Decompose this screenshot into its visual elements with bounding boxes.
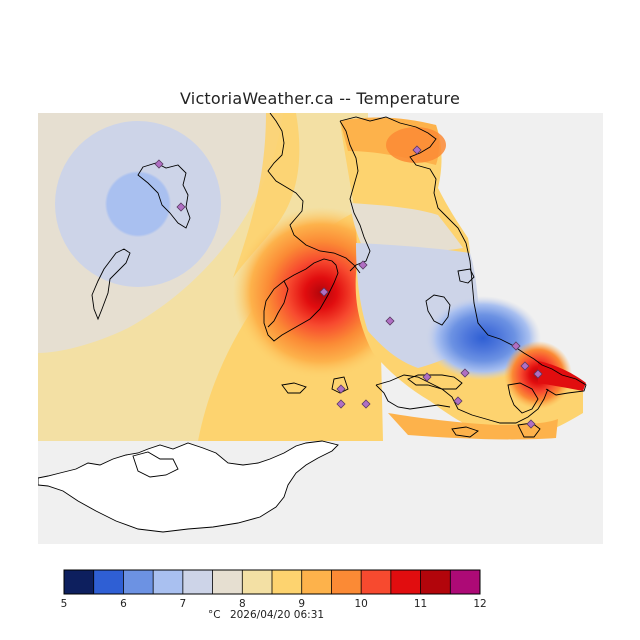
station-marker[interactable] [460,368,470,378]
station-marker[interactable] [385,316,395,326]
colorbar-tick-label: 5 [61,598,68,610]
colorbar-swatch [123,570,154,594]
weather-stations [154,145,543,429]
station-marker[interactable] [336,399,346,409]
colorbar-swatch [331,570,362,594]
station-marker[interactable] [336,384,346,394]
colorbar-swatch [301,570,332,594]
colorbar-tick-label: 9 [298,598,305,610]
colorbar-tick-label: 10 [354,598,367,610]
colorbar-tick-label: 7 [180,598,187,610]
colorbar-swatches [64,570,481,594]
colorbar-swatch [390,570,421,594]
footer: °C 2026/04/20 06:31 [208,609,330,621]
temperature-field [38,113,409,441]
colorbar-swatch [64,570,95,594]
colorbar-ticks: 5 6 7 8 9 10 11 12 [61,598,487,610]
colorbar-tick-label: 12 [473,598,486,610]
station-marker[interactable] [422,372,432,382]
east-field [340,117,586,440]
colorbar-swatch [272,570,303,594]
colorbar-swatch [93,570,124,594]
colorbar-swatch [420,570,451,594]
station-marker[interactable] [319,287,329,297]
colorbar-tick-label: 11 [414,598,427,610]
colorbar-swatch [212,570,243,594]
land-south [38,440,339,533]
station-marker[interactable] [361,399,371,409]
station-marker[interactable] [154,159,164,169]
station-marker[interactable] [453,396,463,406]
station-marker[interactable] [358,260,368,270]
coastlines [91,113,587,438]
colorbar-swatch [153,570,184,594]
temperature-map [38,113,603,544]
temperature-colorbar: 5 6 7 8 9 10 11 12 [61,569,487,610]
map-title: VictoriaWeather.ca -- Temperature [180,89,460,108]
colorbar-tick-label: 6 [120,598,127,610]
station-marker[interactable] [511,341,521,351]
colorbar-swatch [242,570,273,594]
station-marker[interactable] [533,369,543,379]
station-marker[interactable] [520,361,530,371]
colorbar-swatch [450,570,481,594]
timestamp: 2026/04/20 06:31 [229,609,325,621]
colorbar-tick-label: 8 [239,598,246,610]
station-marker[interactable] [526,419,536,429]
station-marker[interactable] [176,202,186,212]
colorbar-swatch [182,570,213,594]
station-marker[interactable] [412,145,422,155]
land-south-lobe [132,451,179,478]
colorbar-swatch [361,570,392,594]
unit-label: °C [208,609,221,621]
